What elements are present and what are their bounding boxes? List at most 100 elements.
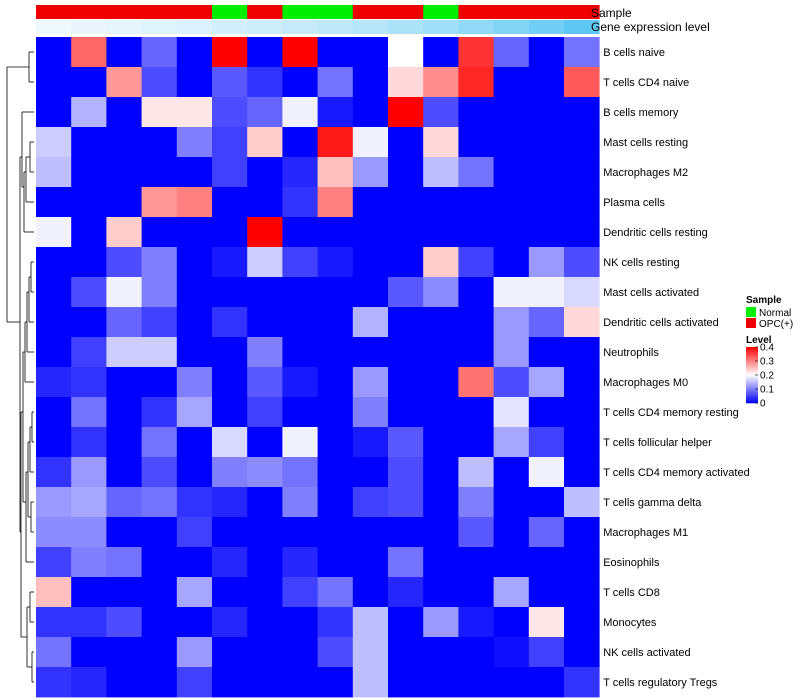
heatmap-cell bbox=[564, 127, 600, 158]
heatmap-cell bbox=[458, 607, 494, 638]
colorbar-segment bbox=[746, 354, 758, 356]
sample-annotation-bar bbox=[36, 5, 600, 19]
heatmap-cell bbox=[176, 427, 213, 458]
heatmap-cell bbox=[141, 397, 178, 428]
heatmap-cell bbox=[388, 127, 424, 158]
heatmap-cell bbox=[141, 427, 178, 458]
heatmap-cell bbox=[106, 367, 142, 398]
heatmap-cell bbox=[71, 337, 107, 368]
heatmap-cell bbox=[141, 667, 178, 698]
colorbar-tick-label: 0.1 bbox=[760, 385, 774, 396]
sample-annotation-cell bbox=[247, 5, 283, 19]
heatmap-cell bbox=[352, 547, 389, 578]
heatmap-cell bbox=[36, 127, 72, 158]
legend-swatch-opc bbox=[746, 318, 756, 328]
heatmap-cell bbox=[493, 337, 530, 368]
colorbar-segment bbox=[746, 373, 758, 376]
heatmap-cell bbox=[106, 607, 142, 638]
heatmap-cell bbox=[282, 97, 318, 128]
heatmap-cell bbox=[423, 217, 459, 248]
heatmap-cell bbox=[564, 277, 600, 308]
heatmap-cell bbox=[106, 637, 142, 668]
heatmap-cell bbox=[564, 337, 600, 368]
heatmap-cell bbox=[141, 277, 178, 308]
heatmap-cell bbox=[493, 187, 530, 218]
heatmap-cell bbox=[247, 127, 283, 158]
heatmap-cell bbox=[212, 187, 248, 218]
row-label: T cells gamma delta bbox=[603, 497, 702, 509]
heatmap-cell bbox=[352, 277, 389, 308]
heatmap-cell bbox=[106, 247, 142, 278]
row-label: T cells follicular helper bbox=[603, 437, 712, 449]
sample-annotation-cell bbox=[458, 5, 494, 19]
heatmap-cell bbox=[352, 607, 389, 638]
sample-annotation-cell bbox=[106, 5, 142, 19]
heatmap-cell bbox=[458, 427, 494, 458]
heatmap-cell bbox=[176, 247, 213, 278]
heatmap-cell bbox=[458, 67, 494, 98]
heatmap-cell bbox=[36, 217, 72, 248]
row-label: T cells CD8 bbox=[603, 587, 660, 599]
heatmap-cell bbox=[493, 127, 530, 158]
colorbar-segment bbox=[746, 358, 758, 360]
heatmap-cell bbox=[388, 607, 424, 638]
heatmap-cell bbox=[212, 637, 248, 668]
heatmap-cell bbox=[247, 157, 283, 188]
heatmap-cell bbox=[493, 67, 530, 98]
colorbar-segment bbox=[746, 382, 758, 384]
colorbar-tick-label: 0.3 bbox=[760, 357, 774, 368]
heatmap-cell bbox=[423, 277, 459, 308]
heatmap-cell bbox=[106, 157, 142, 188]
colorbar-segment bbox=[746, 379, 758, 381]
heatmap-cell bbox=[528, 97, 565, 128]
heatmap-cell bbox=[564, 307, 600, 338]
heatmap-cell bbox=[352, 397, 389, 428]
heatmap-cell bbox=[352, 667, 389, 698]
row-label: Neutrophils bbox=[603, 347, 659, 359]
heatmap-cell bbox=[36, 607, 72, 638]
heatmap-cell bbox=[71, 427, 107, 458]
heatmap-cell bbox=[36, 427, 72, 458]
heatmap-cell bbox=[458, 247, 494, 278]
heatmap-cell bbox=[282, 397, 318, 428]
heatmap-cell bbox=[71, 247, 107, 278]
heatmap-cell bbox=[423, 37, 459, 68]
heatmap-cell bbox=[317, 217, 354, 248]
heatmap-cell bbox=[282, 637, 318, 668]
heatmap-cell bbox=[212, 667, 248, 698]
heatmap-cell bbox=[317, 127, 354, 158]
heatmap-cell bbox=[458, 397, 494, 428]
heatmap-cell bbox=[176, 517, 213, 548]
heatmap-cell bbox=[176, 97, 213, 128]
heatmap-cell bbox=[317, 547, 354, 578]
heatmap-cell bbox=[176, 367, 213, 398]
heatmap-cell bbox=[317, 427, 354, 458]
heatmap-cell bbox=[423, 457, 459, 488]
heatmap-cell bbox=[247, 67, 283, 98]
heatmap-cell bbox=[564, 217, 600, 248]
heatmap-cell bbox=[388, 187, 424, 218]
heatmap-cell bbox=[493, 367, 530, 398]
row-label: Plasma cells bbox=[603, 197, 665, 209]
heatmap-cell bbox=[71, 487, 107, 518]
row-label: NK cells activated bbox=[603, 647, 690, 659]
heatmap-cell bbox=[176, 187, 213, 218]
heatmap-cell bbox=[141, 157, 178, 188]
heatmap-cell bbox=[352, 127, 389, 158]
heatmap-cell bbox=[564, 427, 600, 458]
heatmap-cell bbox=[352, 157, 389, 188]
heatmap-cell bbox=[528, 457, 565, 488]
heatmap-cell bbox=[388, 67, 424, 98]
gene-annotation-cell bbox=[176, 20, 213, 34]
heatmap-cell bbox=[247, 457, 283, 488]
heatmap-cell bbox=[247, 247, 283, 278]
heatmap-cell bbox=[141, 247, 178, 278]
heatmap-cell bbox=[36, 67, 72, 98]
heatmap-cell bbox=[317, 517, 354, 548]
heatmap-cell bbox=[528, 637, 565, 668]
heatmap-cell bbox=[36, 547, 72, 578]
heatmap-cell bbox=[36, 247, 72, 278]
heatmap-cell bbox=[71, 517, 107, 548]
heatmap-cell bbox=[493, 577, 530, 608]
